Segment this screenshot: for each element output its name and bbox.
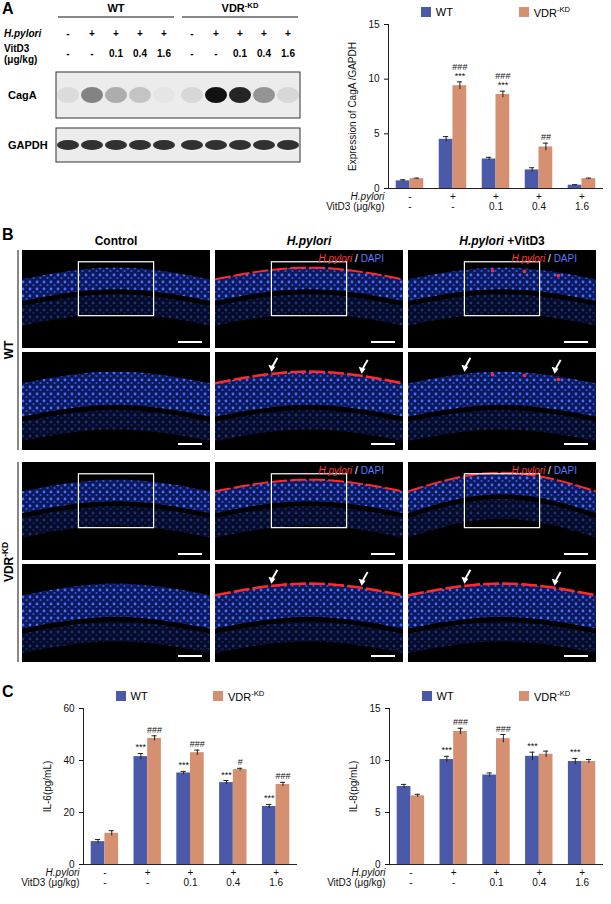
svg-text:IL-6(pg/mL): IL-6(pg/mL) bbox=[42, 761, 53, 813]
svg-text:0.4: 0.4 bbox=[133, 48, 147, 59]
svg-text:1.6: 1.6 bbox=[157, 48, 171, 59]
svg-text:-: - bbox=[190, 28, 193, 39]
svg-text:0: 0 bbox=[373, 182, 380, 194]
svg-text:+0.1: +0.1 bbox=[489, 191, 503, 212]
svg-text:###: ### bbox=[190, 739, 205, 749]
html-text:VDR-KD: VDR-KD bbox=[533, 689, 571, 703]
svg-text:+0.1: +0.1 bbox=[184, 867, 198, 888]
svg-text:--: -- bbox=[408, 191, 411, 212]
svg-text:H.pylori: H.pylori bbox=[350, 190, 385, 202]
svg-text:IL-8(pg/mL): IL-8(pg/mL) bbox=[348, 761, 359, 813]
svg-text:+1.6: +1.6 bbox=[575, 191, 589, 212]
svg-text:A: A bbox=[2, 0, 14, 17]
svg-text:***: *** bbox=[136, 742, 147, 752]
svg-text:+0.4: +0.4 bbox=[226, 867, 240, 888]
svg-text:-: - bbox=[66, 48, 69, 59]
svg-text:H.pylori: H.pylori bbox=[4, 28, 41, 39]
svg-text:5: 5 bbox=[375, 807, 381, 818]
svg-text:15: 15 bbox=[369, 703, 381, 714]
svg-text:-: - bbox=[66, 28, 69, 39]
svg-text:+: + bbox=[237, 28, 243, 39]
svg-text:B: B bbox=[2, 226, 14, 243]
svg-text:H.pylori / DAPI: H.pylori / DAPI bbox=[511, 465, 577, 476]
html-text:WT: WT bbox=[436, 689, 454, 702]
svg-text:40: 40 bbox=[63, 755, 75, 766]
svg-text:0: 0 bbox=[374, 858, 381, 870]
svg-text:#: # bbox=[238, 757, 243, 767]
svg-text:H.pylori / DAPI: H.pylori / DAPI bbox=[318, 253, 384, 264]
svg-text:Expression of CagA /GAPDH: Expression of CagA /GAPDH bbox=[347, 42, 358, 171]
svg-text:60: 60 bbox=[63, 703, 75, 714]
svg-text:-: - bbox=[214, 48, 217, 59]
svg-text:CagA: CagA bbox=[8, 89, 37, 101]
svg-text:0.4: 0.4 bbox=[257, 48, 271, 59]
svg-text:+0.1: +0.1 bbox=[490, 867, 504, 888]
svg-text:0.1: 0.1 bbox=[109, 48, 123, 59]
svg-text:+0.4: +0.4 bbox=[532, 867, 546, 888]
svg-text:15: 15 bbox=[368, 19, 380, 30]
svg-text:H.pylori: H.pylori bbox=[351, 866, 386, 878]
svg-text:H.pylori / DAPI: H.pylori / DAPI bbox=[511, 253, 577, 264]
svg-text:###: ### bbox=[147, 725, 162, 735]
svg-text:WT: WT bbox=[2, 340, 16, 359]
svg-text:###: ### bbox=[453, 717, 468, 727]
svg-text:+1.6: +1.6 bbox=[269, 867, 283, 888]
svg-text:+-: +- bbox=[145, 867, 151, 888]
svg-text:H.pylori: H.pylori bbox=[287, 234, 332, 248]
svg-text:20: 20 bbox=[63, 807, 75, 818]
svg-text:H.pylori / DAPI: H.pylori / DAPI bbox=[318, 465, 384, 476]
html-text:VDR-KD: VDR-KD bbox=[227, 689, 265, 703]
svg-text:GAPDH: GAPDH bbox=[8, 139, 48, 151]
svg-text:(μg/kg): (μg/kg) bbox=[4, 54, 37, 65]
html-text:WT: WT bbox=[435, 5, 453, 18]
svg-text:VitD3: VitD3 bbox=[4, 43, 30, 54]
svg-text:***: *** bbox=[442, 745, 453, 755]
svg-text:H.pylori +VitD3: H.pylori +VitD3 bbox=[459, 234, 545, 248]
svg-text:H.pylori: H.pylori bbox=[45, 866, 80, 878]
svg-text:0: 0 bbox=[68, 858, 75, 870]
svg-text:***: *** bbox=[570, 747, 581, 757]
svg-text:+0.4: +0.4 bbox=[532, 191, 546, 212]
svg-text:***: *** bbox=[221, 770, 232, 780]
svg-text:+-: +- bbox=[451, 867, 457, 888]
svg-text:+: + bbox=[137, 28, 143, 39]
svg-text:+: + bbox=[261, 28, 267, 39]
svg-text:10: 10 bbox=[369, 755, 381, 766]
svg-text:VitD3 (μg/kg): VitD3 (μg/kg) bbox=[326, 201, 384, 212]
svg-text:***: *** bbox=[178, 760, 189, 770]
svg-text:+: + bbox=[285, 28, 291, 39]
svg-text:5: 5 bbox=[374, 128, 380, 139]
svg-text:##: ## bbox=[541, 132, 551, 142]
svg-text:+: + bbox=[89, 28, 95, 39]
svg-text:VDR-KD: VDR-KD bbox=[222, 1, 259, 15]
svg-text:--: -- bbox=[103, 867, 106, 888]
svg-text:+1.6: +1.6 bbox=[575, 867, 589, 888]
svg-text:-: - bbox=[90, 48, 93, 59]
svg-text:10: 10 bbox=[368, 73, 380, 84]
svg-text:+: + bbox=[161, 28, 167, 39]
svg-text:-: - bbox=[190, 48, 193, 59]
svg-text:***: *** bbox=[264, 793, 275, 803]
html-text:WT: WT bbox=[130, 689, 148, 702]
svg-text:VitD3 (μg/kg): VitD3 (μg/kg) bbox=[327, 877, 385, 888]
svg-text:###***: ###*** bbox=[452, 62, 467, 81]
svg-text:C: C bbox=[2, 683, 14, 700]
svg-text:###: ### bbox=[496, 724, 511, 734]
svg-text:+-: +- bbox=[450, 191, 456, 212]
svg-text:VDR-KD: VDR-KD bbox=[0, 542, 16, 582]
svg-text:WT: WT bbox=[107, 2, 124, 14]
svg-text:--: -- bbox=[409, 867, 412, 888]
svg-text:0.1: 0.1 bbox=[233, 48, 247, 59]
html-text:VDR-KD: VDR-KD bbox=[533, 5, 571, 19]
svg-text:###***: ###*** bbox=[495, 71, 510, 90]
svg-text:+: + bbox=[113, 28, 119, 39]
svg-text:VitD3 (μg/kg): VitD3 (μg/kg) bbox=[21, 877, 79, 888]
svg-text:+: + bbox=[213, 28, 219, 39]
svg-text:1.6: 1.6 bbox=[281, 48, 295, 59]
svg-text:***: *** bbox=[527, 741, 538, 751]
svg-text:###: ### bbox=[275, 771, 290, 781]
svg-text:Control: Control bbox=[95, 234, 138, 248]
